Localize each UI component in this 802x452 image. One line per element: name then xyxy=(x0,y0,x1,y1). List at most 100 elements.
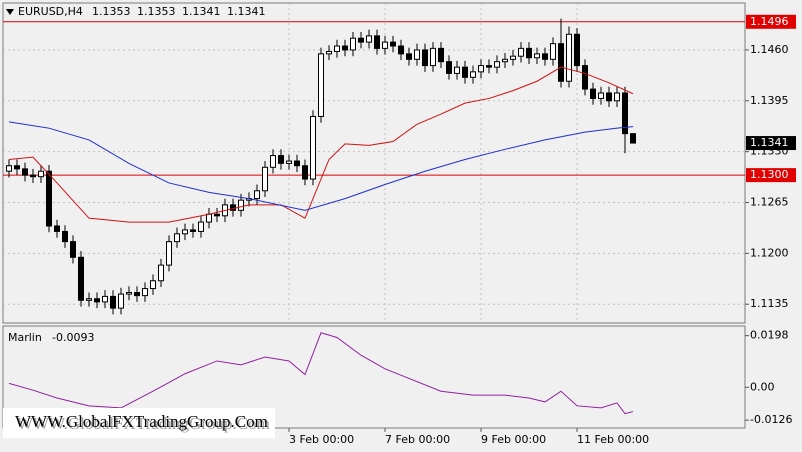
y-tick-label: 1.1135 xyxy=(750,297,789,310)
candle-body xyxy=(430,47,436,67)
price-label: 1.1341 xyxy=(750,136,789,149)
y-tick-label: 0.00 xyxy=(750,380,775,393)
candle-body xyxy=(14,165,20,170)
candle-body xyxy=(502,58,508,63)
candle-body xyxy=(590,88,596,99)
x-tick-label: 9 Feb 00:00 xyxy=(481,433,546,446)
candle-body xyxy=(326,51,332,55)
candle-body xyxy=(334,45,340,53)
candle-body xyxy=(582,65,588,90)
symbol-title: EURUSD,H4 xyxy=(18,5,83,18)
candle-body xyxy=(542,53,548,60)
indicator-line xyxy=(8,332,634,415)
y-tick-label: 1.1395 xyxy=(750,94,789,107)
candle-body xyxy=(174,233,180,243)
candle-body xyxy=(30,174,36,178)
candle-body xyxy=(238,199,244,211)
candle-body xyxy=(630,133,636,144)
candle-body xyxy=(126,291,132,295)
level-tag xyxy=(746,168,796,183)
indicator-value: -0.0093 xyxy=(52,331,94,344)
candle-body xyxy=(454,66,460,74)
candle-body xyxy=(270,155,276,168)
candle-body xyxy=(350,37,356,51)
candle-body xyxy=(558,43,564,82)
ohlc-low: 1.1341 xyxy=(182,5,221,18)
candle-body xyxy=(598,92,604,99)
indicator-line xyxy=(8,121,634,211)
candle-body xyxy=(518,47,524,57)
candle-body xyxy=(398,45,404,55)
candle-body xyxy=(86,298,92,301)
candle-body xyxy=(254,190,260,200)
candle-body xyxy=(374,35,380,49)
candle-body xyxy=(494,61,500,68)
candle-body xyxy=(526,47,532,59)
candle-body xyxy=(382,41,388,49)
candle-body xyxy=(78,256,84,301)
candle-body xyxy=(62,230,68,243)
ohlc-open: 1.1353 xyxy=(92,5,131,18)
candle-body xyxy=(550,43,556,60)
ohlc-close: 1.1341 xyxy=(227,5,266,18)
candle-body xyxy=(198,221,204,232)
candle-body xyxy=(134,291,140,297)
indicator-line xyxy=(8,66,634,223)
y-tick-label: 1.1200 xyxy=(750,246,789,259)
candle-body xyxy=(214,213,220,217)
candle-body xyxy=(158,264,164,282)
candle-body xyxy=(294,160,300,167)
candle-body xyxy=(262,166,268,192)
candle-body xyxy=(110,295,116,309)
candle-body xyxy=(342,45,348,51)
candle-body xyxy=(486,65,492,68)
candle-body xyxy=(414,49,420,60)
candle-body xyxy=(462,66,468,78)
x-tick-label: 3 Feb 00:00 xyxy=(289,433,354,446)
candle-body xyxy=(38,170,44,178)
y-tick-label: 0.0198 xyxy=(750,329,789,342)
candle-body xyxy=(150,280,156,290)
candle-body xyxy=(70,241,76,258)
x-tick-label: 7 Feb 00:00 xyxy=(385,433,450,446)
level-label: 1.1496 xyxy=(750,15,789,28)
candle-body xyxy=(574,33,580,67)
menu-triangle xyxy=(6,9,14,15)
candle-body xyxy=(614,92,620,102)
candle-body xyxy=(94,298,100,303)
candle-body xyxy=(118,293,124,309)
y-tick-label: 1.1460 xyxy=(750,43,789,56)
candle-body xyxy=(438,47,444,63)
candle-body xyxy=(566,33,572,82)
candle-body xyxy=(22,168,28,176)
candle-body xyxy=(534,53,540,59)
watermark-shadow: WWW.GlobalFXTradingGroup.Com xyxy=(17,414,270,433)
candle-body xyxy=(310,115,316,180)
candle-body xyxy=(182,229,188,235)
level-tag xyxy=(746,14,796,29)
candle-body xyxy=(54,225,60,232)
candle-body xyxy=(622,92,628,135)
main-panel xyxy=(2,2,746,324)
candle-body xyxy=(470,71,476,78)
candle-body xyxy=(302,165,308,180)
candle-body xyxy=(366,35,372,43)
level-label: 1.1300 xyxy=(750,168,789,181)
candle-body xyxy=(510,55,516,60)
candle-body xyxy=(390,41,396,47)
candle-body xyxy=(446,61,452,74)
candle-body xyxy=(286,160,292,164)
y-tick-label: -0.0126 xyxy=(750,413,792,426)
y-tick-label: 1.1265 xyxy=(750,196,789,209)
indicator-name: Marlin xyxy=(8,331,42,344)
candle-body xyxy=(190,229,196,232)
candle-body xyxy=(406,53,412,60)
candle-body xyxy=(6,165,12,172)
candle-body xyxy=(318,53,324,117)
candle-body xyxy=(422,49,428,67)
candle-body xyxy=(142,288,148,297)
x-tick-label: 11 Feb 00:00 xyxy=(577,433,649,446)
candle-body xyxy=(206,213,212,223)
